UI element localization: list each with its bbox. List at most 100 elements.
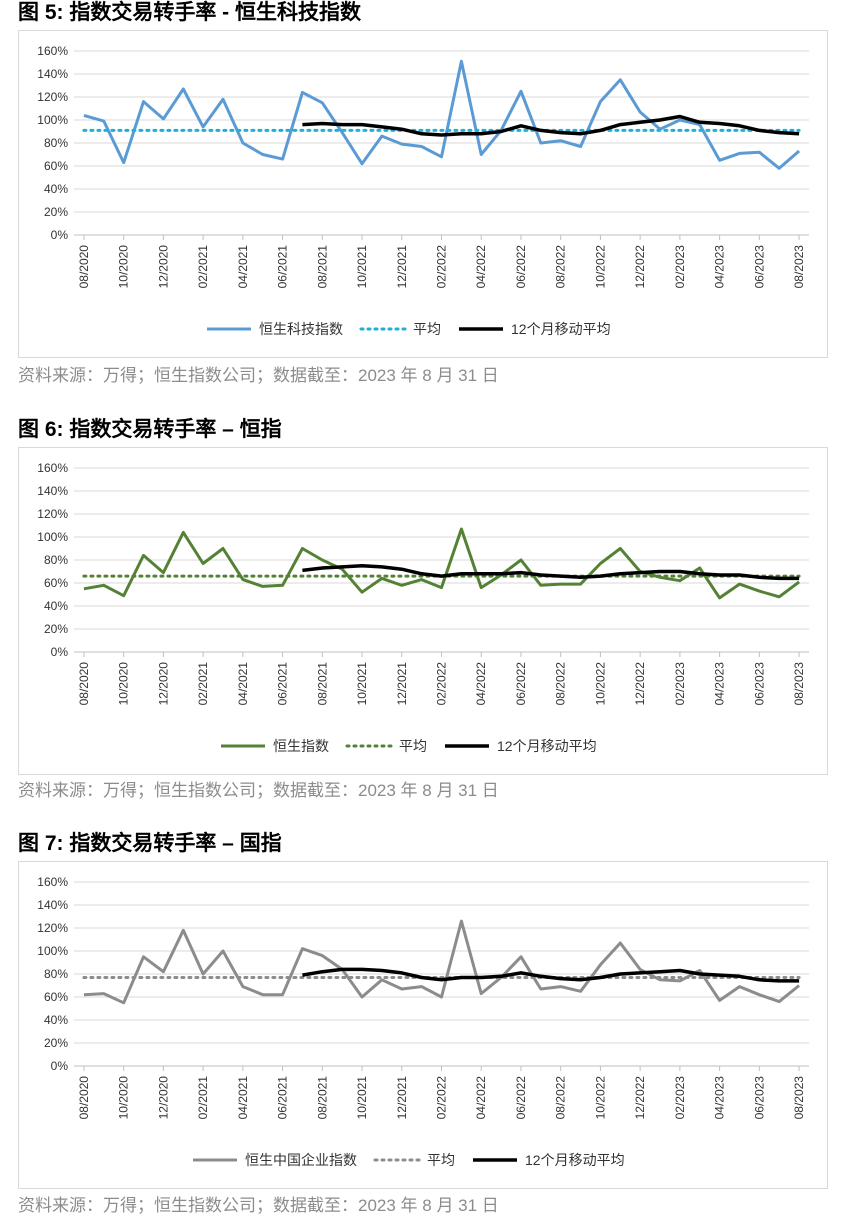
series-line-3 xyxy=(302,967,800,983)
y-tick-label: 140% xyxy=(37,484,68,498)
figure-5-chart: 0% 20% 40% 60% 80% 100% 120% 140% 160% 08/2020 10/… xyxy=(18,30,828,358)
y-tick-label: 160% xyxy=(37,875,68,889)
legend-label: 恒生指数 xyxy=(273,738,329,754)
y-tick-label: 140% xyxy=(37,898,68,912)
x-tick-label: 04/2021 xyxy=(236,1076,250,1120)
x-tick-label: 12/2022 xyxy=(633,662,647,706)
legend-label: 12个月移动平均 xyxy=(511,321,611,337)
x-tick-label: 08/2022 xyxy=(554,1076,568,1120)
x-tick-label: 04/2023 xyxy=(713,245,727,289)
y-tick-label: 120% xyxy=(37,921,68,935)
x-tick-label: 06/2022 xyxy=(514,245,528,289)
y-tick-label: 40% xyxy=(44,1013,68,1027)
figure-5-title: 图 5: 指数交易转手率 - 恒生科技指数 xyxy=(18,1,362,24)
y-tick-label: 100% xyxy=(37,530,68,544)
x-tick-label: 04/2021 xyxy=(236,245,250,289)
y-tick-label: 40% xyxy=(44,599,68,613)
legend-label: 恒生科技指数 xyxy=(259,321,343,337)
x-tick-label: 12/2021 xyxy=(395,1076,409,1120)
y-tick-label: 20% xyxy=(44,622,68,636)
figure-6-chart: 0% 20% 40% 60% 80% 100% 120% 140% 160% 08/2020 10/… xyxy=(18,447,828,775)
y-tick-label: 140% xyxy=(37,67,68,81)
x-tick-label: 02/2023 xyxy=(673,245,687,289)
y-tick-label: 160% xyxy=(37,44,68,58)
x-tick-label: 02/2022 xyxy=(435,245,449,289)
series-line-1 xyxy=(83,919,801,1005)
series-line-3 xyxy=(302,114,800,137)
x-tick-label: 10/2022 xyxy=(593,662,607,706)
x-tick-label: 02/2022 xyxy=(435,1076,449,1120)
x-tick-label: 08/2022 xyxy=(554,245,568,289)
figure-7-source: 资料来源：万得；恒生指数公司；数据截至：2023 年 8 月 31 日 xyxy=(18,1196,499,1215)
x-tick-label: 08/2021 xyxy=(315,245,329,289)
y-tick-label: 0% xyxy=(51,1059,69,1073)
x-tick-label: 02/2023 xyxy=(673,662,687,706)
x-tick-label: 10/2020 xyxy=(117,1076,131,1120)
x-tick-label: 06/2023 xyxy=(752,1076,766,1120)
legend-label: 平均 xyxy=(427,1152,455,1168)
figure-7-svg: 0% 20% 40% 60% 80% 100% 120% 140% 160% 08/2020 10/… xyxy=(37,875,809,1168)
x-tick-label: 12/2021 xyxy=(395,245,409,289)
figure-5-svg: 0% 20% 40% 60% 80% 100% 120% 140% 160% 08/2020 10/… xyxy=(37,44,809,337)
x-tick-label: 12/2022 xyxy=(633,1076,647,1120)
x-tick-label: 10/2022 xyxy=(593,245,607,289)
x-tick-label: 10/2021 xyxy=(355,245,369,289)
figure-7-chart: 0% 20% 40% 60% 80% 100% 120% 140% 160% 08/2020 10/… xyxy=(18,861,828,1189)
y-tick-label: 0% xyxy=(51,228,69,242)
x-tick-label: 06/2021 xyxy=(276,1076,290,1120)
y-tick-label: 80% xyxy=(44,553,68,567)
x-tick-label: 04/2022 xyxy=(474,1076,488,1120)
figure-6-title: 图 6: 指数交易转手率 – 恒指 xyxy=(18,418,282,441)
y-tick-label: 100% xyxy=(37,944,68,958)
x-tick-label: 06/2021 xyxy=(276,662,290,706)
x-tick-label: 10/2021 xyxy=(355,1076,369,1120)
x-tick-label: 12/2020 xyxy=(156,662,170,706)
x-tick-label: 08/2021 xyxy=(315,1076,329,1120)
y-tick-label: 60% xyxy=(44,990,68,1004)
series-line-1 xyxy=(83,59,801,170)
x-tick-label: 10/2020 xyxy=(117,245,131,289)
figure-6-svg: 0% 20% 40% 60% 80% 100% 120% 140% 160% 08/2020 10/… xyxy=(37,461,809,754)
y-tick-label: 20% xyxy=(44,205,68,219)
x-tick-label: 12/2020 xyxy=(156,1076,170,1120)
x-tick-label: 10/2022 xyxy=(593,1076,607,1120)
legend-label: 12个月移动平均 xyxy=(497,738,597,754)
figure-7-title: 图 7: 指数交易转手率 – 国指 xyxy=(18,832,282,855)
x-tick-label: 04/2023 xyxy=(713,1076,727,1120)
x-tick-label: 04/2022 xyxy=(474,662,488,706)
figure-6-source: 资料来源：万得；恒生指数公司；数据截至：2023 年 8 月 31 日 xyxy=(18,781,499,800)
legend-label: 平均 xyxy=(399,738,427,754)
x-tick-label: 12/2022 xyxy=(633,245,647,289)
y-tick-label: 60% xyxy=(44,159,68,173)
x-tick-label: 12/2021 xyxy=(395,662,409,706)
x-tick-label: 08/2023 xyxy=(792,245,806,289)
x-tick-label: 04/2023 xyxy=(713,662,727,706)
y-tick-label: 60% xyxy=(44,576,68,590)
y-tick-label: 0% xyxy=(51,645,69,659)
series-line-3 xyxy=(302,564,800,581)
y-tick-label: 120% xyxy=(37,90,68,104)
x-tick-label: 10/2021 xyxy=(355,662,369,706)
y-tick-label: 40% xyxy=(44,182,68,196)
x-tick-label: 04/2021 xyxy=(236,662,250,706)
x-tick-label: 08/2020 xyxy=(77,245,91,289)
x-tick-label: 08/2020 xyxy=(77,1076,91,1120)
x-tick-label: 06/2022 xyxy=(514,662,528,706)
x-tick-label: 06/2023 xyxy=(752,662,766,706)
x-tick-label: 12/2020 xyxy=(156,245,170,289)
x-tick-label: 02/2021 xyxy=(196,245,210,289)
legend-label: 12个月移动平均 xyxy=(525,1152,625,1168)
y-tick-label: 80% xyxy=(44,136,68,150)
y-tick-label: 120% xyxy=(37,507,68,521)
legend-label: 平均 xyxy=(413,321,441,337)
x-tick-label: 02/2023 xyxy=(673,1076,687,1120)
x-tick-label: 02/2021 xyxy=(196,662,210,706)
x-tick-label: 08/2023 xyxy=(792,662,806,706)
x-tick-label: 08/2020 xyxy=(77,662,91,706)
x-tick-label: 04/2022 xyxy=(474,245,488,289)
x-tick-label: 06/2022 xyxy=(514,1076,528,1120)
x-tick-label: 08/2021 xyxy=(315,662,329,706)
series-line-1 xyxy=(83,527,800,600)
y-tick-label: 20% xyxy=(44,1036,68,1050)
x-tick-label: 06/2021 xyxy=(276,245,290,289)
